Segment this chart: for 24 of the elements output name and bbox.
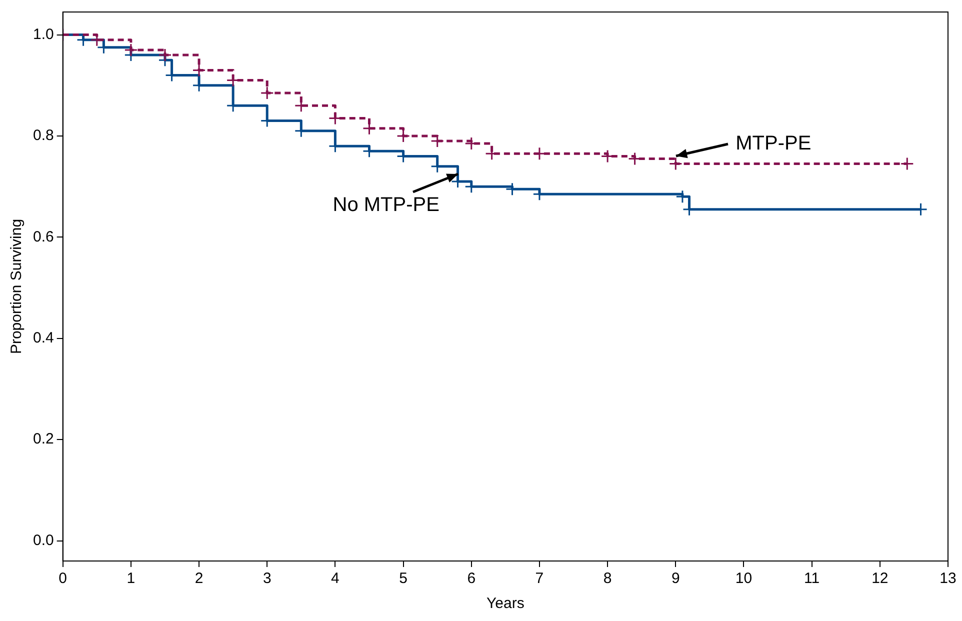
x-tick-label: 12 — [872, 570, 888, 588]
x-tick-label: 7 — [535, 570, 544, 588]
x-tick-label: 4 — [331, 570, 340, 588]
x-tick-label: 0 — [58, 570, 68, 588]
x-tick-label: 10 — [735, 570, 752, 588]
x-tick-label: 11 — [804, 570, 820, 588]
y-tick-label: 0.4 — [32, 330, 54, 347]
y-tick-label: 0.6 — [32, 228, 54, 246]
y-tick-label: 0.0 — [32, 532, 54, 549]
x-tick-label: 6 — [467, 570, 476, 588]
y-tick-label: 1.0 — [32, 26, 54, 43]
series-label: MTP-PE — [736, 132, 812, 154]
x-tick-label: 5 — [399, 570, 408, 588]
x-tick-label: 13 — [940, 570, 956, 588]
y-axis-title: Proportion Surviving — [8, 218, 26, 354]
x-tick-label: 9 — [671, 570, 680, 588]
y-tick-label: 0.2 — [32, 430, 54, 448]
series-label: No MTP-PE — [332, 194, 440, 216]
x-tick-label: 1 — [126, 570, 136, 588]
x-tick-label: 2 — [194, 570, 204, 588]
x-tick-label: 3 — [262, 570, 272, 588]
x-tick-label: 8 — [603, 570, 612, 588]
y-tick-label: 0.8 — [32, 127, 54, 144]
x-axis-title: Years — [486, 595, 524, 612]
